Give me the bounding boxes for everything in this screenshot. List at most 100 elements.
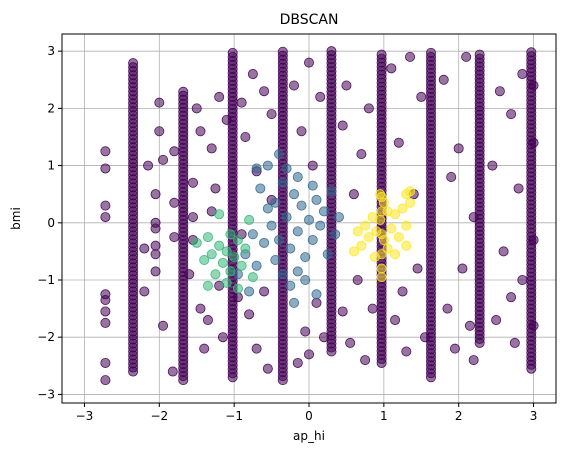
data-point [438, 74, 449, 85]
data-point [244, 309, 255, 320]
data-point [206, 249, 217, 260]
data-point [195, 303, 206, 314]
data-point [139, 243, 150, 254]
data-point [494, 86, 505, 97]
x-axis-ticks: −3 −2 −1 0 1 2 3 [76, 403, 538, 423]
x-tick-label: −1 [225, 409, 243, 423]
data-point [318, 332, 329, 343]
data-point [442, 303, 453, 314]
data-point [303, 57, 314, 68]
data-point [315, 220, 326, 231]
data-point [369, 252, 380, 263]
data-points [100, 46, 539, 386]
data-point [214, 240, 225, 251]
data-point [352, 226, 363, 237]
y-tick-label: −2 [37, 330, 55, 344]
data-point [232, 283, 243, 294]
data-point [187, 212, 198, 223]
data-point [158, 154, 169, 165]
data-point [393, 137, 404, 148]
data-point [240, 131, 251, 142]
data-point [474, 49, 485, 60]
data-point [244, 214, 255, 225]
data-point [281, 163, 292, 174]
data-point [274, 234, 285, 245]
data-point [526, 47, 537, 58]
data-point [202, 315, 213, 326]
data-point [169, 197, 180, 208]
data-point [100, 295, 111, 306]
data-point [277, 269, 288, 280]
data-point [199, 343, 210, 354]
data-point [330, 229, 341, 240]
chart-title: DBSCAN [280, 12, 339, 28]
x-tick-label: 1 [380, 409, 388, 423]
data-point [187, 177, 198, 188]
data-point [221, 114, 232, 125]
data-point [311, 289, 322, 300]
data-point [266, 220, 277, 231]
data-point [281, 212, 292, 223]
data-point [236, 97, 247, 108]
data-point [292, 266, 303, 277]
data-point [100, 317, 111, 328]
data-point [289, 80, 300, 91]
data-point [169, 232, 180, 243]
data-point [289, 297, 300, 308]
data-point [184, 269, 195, 280]
data-point [221, 246, 232, 257]
data-point [225, 229, 236, 240]
data-point [528, 234, 539, 245]
data-point [217, 332, 228, 343]
data-point [360, 355, 371, 366]
data-point [167, 366, 178, 377]
data-point [202, 232, 213, 243]
data-point [453, 143, 464, 154]
data-point [446, 172, 457, 183]
data-point [214, 91, 225, 102]
data-point [315, 91, 326, 102]
data-point [386, 223, 397, 234]
data-point [464, 320, 475, 331]
data-point [449, 343, 460, 354]
data-point [506, 292, 517, 303]
data-point [150, 240, 161, 251]
data-point [251, 163, 262, 174]
data-point [255, 183, 266, 194]
data-point [214, 209, 225, 220]
data-point [292, 172, 303, 183]
data-point [333, 212, 344, 223]
data-point [240, 243, 251, 254]
data-point [285, 280, 296, 291]
x-tick-label: 2 [455, 409, 463, 423]
x-tick-label: 0 [305, 409, 313, 423]
data-point [375, 214, 386, 225]
y-tick-label: 1 [47, 159, 55, 173]
data-point [345, 337, 356, 348]
data-point [326, 186, 337, 197]
data-point [311, 194, 322, 205]
data-point [128, 58, 139, 69]
data-point [528, 320, 539, 331]
data-point [100, 200, 111, 211]
data-point [227, 47, 238, 58]
data-point [528, 80, 539, 91]
data-point [300, 274, 311, 285]
data-point [292, 357, 303, 368]
data-point [376, 229, 387, 240]
data-point [232, 292, 243, 303]
data-point [292, 226, 303, 237]
data-point [397, 286, 408, 297]
data-point [229, 252, 240, 263]
data-point [491, 315, 502, 326]
data-point [457, 263, 468, 274]
data-point [244, 286, 255, 297]
y-tick-label: 3 [47, 44, 55, 58]
data-point [506, 109, 517, 120]
data-point [401, 346, 412, 357]
x-tick-label: 3 [530, 409, 538, 423]
data-point [236, 260, 247, 271]
data-point [303, 349, 314, 360]
data-point [509, 337, 520, 348]
data-point [426, 47, 437, 58]
